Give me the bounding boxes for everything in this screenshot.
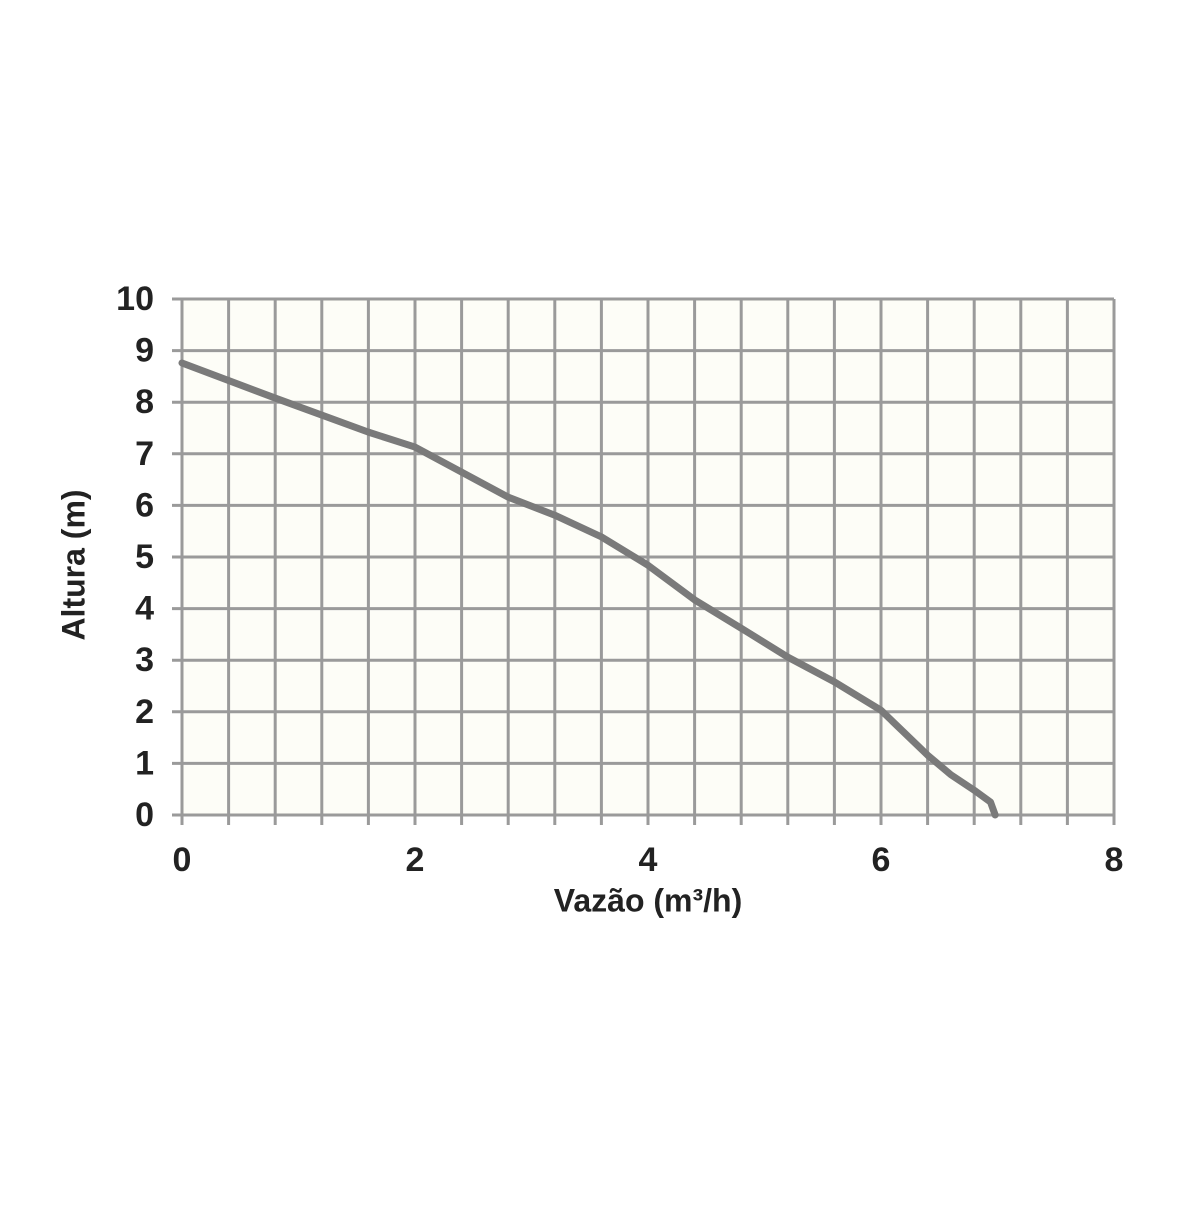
data-line	[178, 359, 999, 819]
y-axis-label: Altura (m)	[55, 489, 91, 640]
y-tick-label: 4	[135, 590, 154, 628]
y-tick-label: 3	[135, 641, 154, 679]
y-tick-label: 8	[135, 383, 154, 421]
x-tick-label: 2	[406, 841, 425, 879]
y-tick-label: 6	[135, 486, 154, 524]
x-tick-label: 4	[639, 841, 658, 879]
y-tick-label: 10	[116, 280, 154, 318]
x-axis-label: Vazão (m³/h)	[554, 882, 742, 918]
y-tick-label: 2	[135, 693, 154, 731]
y-tick-label: 0	[135, 796, 154, 834]
y-tick-label: 7	[135, 435, 154, 473]
y-tick-label: 9	[135, 332, 154, 370]
x-tick-label: 6	[872, 841, 891, 879]
x-tick-label: 0	[173, 841, 192, 879]
y-tick-label: 1	[135, 744, 154, 782]
x-tick-label: 8	[1105, 841, 1124, 879]
y-tick-label: 5	[135, 538, 154, 576]
